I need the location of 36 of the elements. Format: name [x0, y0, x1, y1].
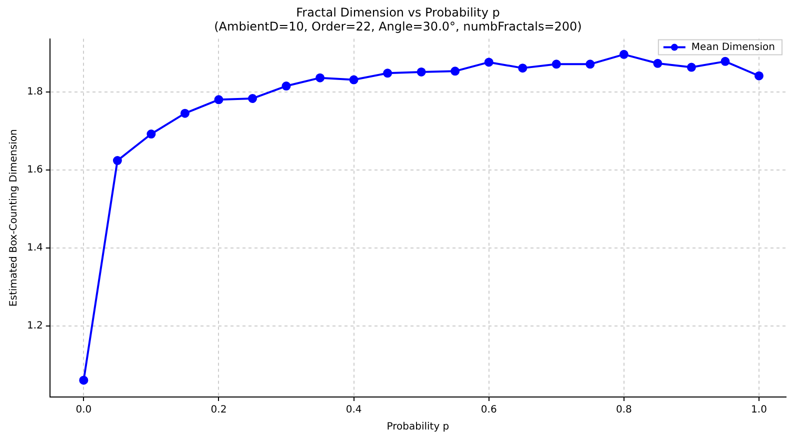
point: [450, 66, 460, 76]
point: [720, 56, 730, 66]
point: [214, 95, 224, 104]
legend-label: Mean Dimension: [691, 42, 776, 53]
y-tick-label: 1.2: [26, 320, 43, 332]
x-tick-label: 0.0: [76, 404, 92, 416]
point: [146, 130, 156, 139]
point: [416, 67, 426, 76]
x-tick-label: 0.2: [210, 404, 227, 416]
y-tick-label: 1.8: [26, 86, 43, 98]
x-axis-title: Probability p: [386, 422, 450, 433]
x-tick-label: 0.8: [616, 404, 632, 416]
point: [619, 50, 628, 59]
point: [484, 58, 494, 67]
y-tick-label: 1.4: [26, 242, 43, 254]
point: [518, 64, 528, 73]
x-tick-label: 1.0: [751, 404, 767, 416]
point: [248, 94, 257, 103]
y-axis-title: Estimated Box-Counting Dimension: [8, 129, 20, 307]
x-tick-label: 0.6: [480, 404, 497, 416]
point: [180, 108, 190, 118]
chart-subtitle: (AmbientD=10, Order=22, Angle=30.0°, numbFractals=200): [214, 20, 582, 34]
point: [316, 73, 325, 82]
point: [282, 82, 291, 91]
point: [653, 58, 662, 68]
point: [112, 156, 122, 166]
point: [383, 68, 392, 78]
point: [552, 60, 561, 69]
y-tick-label: 1.6: [26, 164, 43, 176]
x-tick-label: 0.4: [346, 404, 362, 416]
point: [349, 75, 358, 84]
point: [754, 71, 764, 80]
point: [686, 62, 696, 72]
chart-title: Fractal Dimension vs Probability p: [296, 5, 500, 20]
point: [586, 60, 595, 69]
point: [79, 376, 88, 385]
